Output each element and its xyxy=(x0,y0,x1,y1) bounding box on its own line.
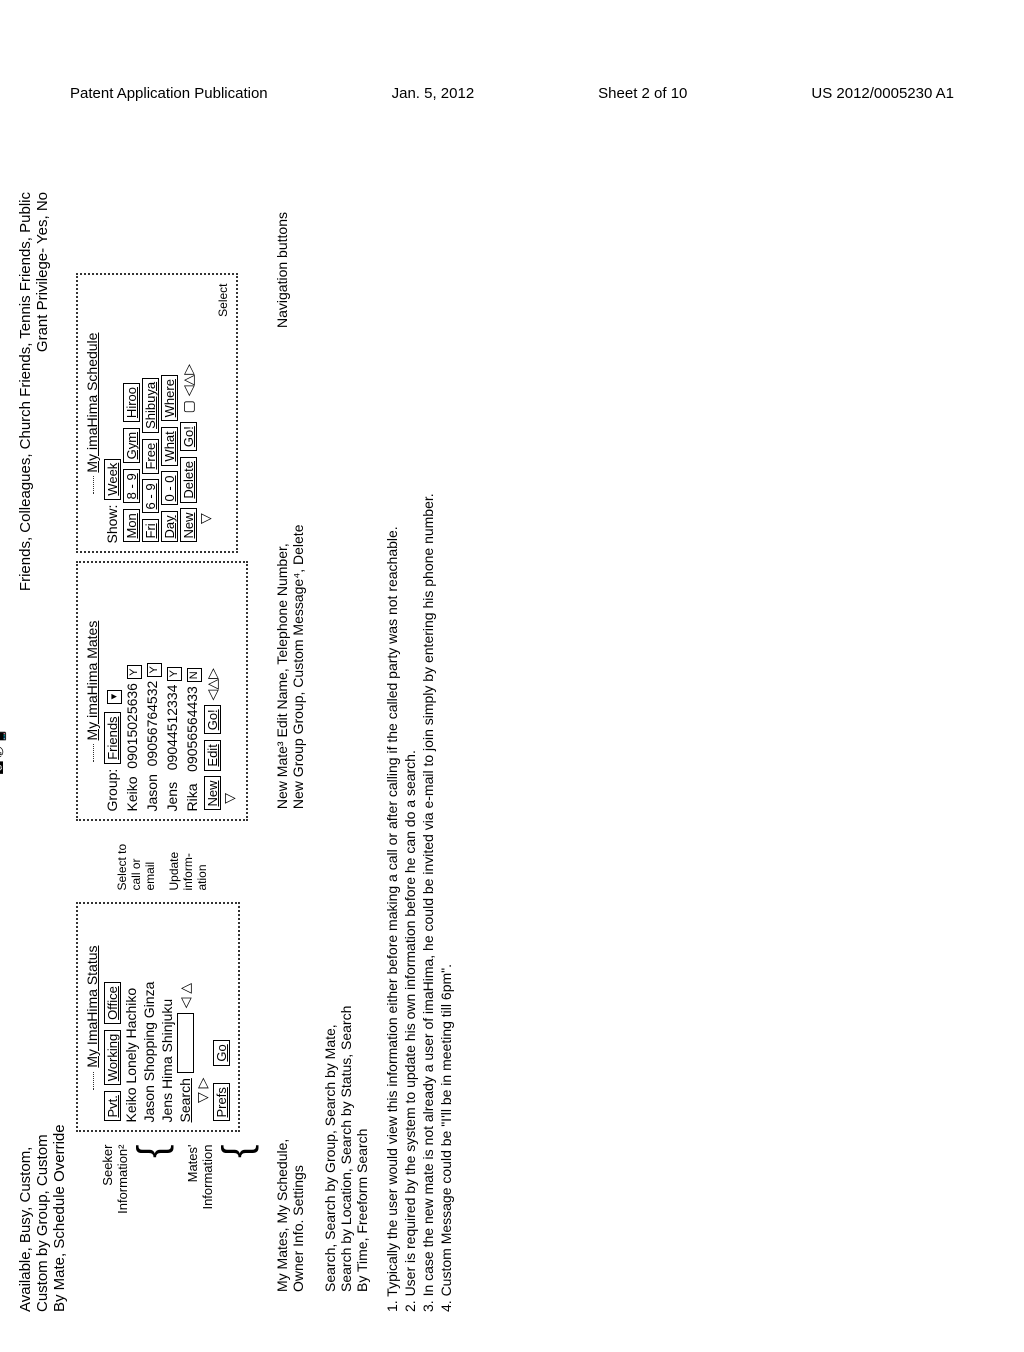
update-note: Update inform-ation xyxy=(167,834,209,891)
header-date: Jan. 5, 2012 xyxy=(392,85,475,102)
p2-n1: Jason xyxy=(144,774,160,811)
fn3: 3. In case the new mate is not already a… xyxy=(420,152,436,1312)
p2-n3: Rika xyxy=(184,783,200,811)
office-button[interactable]: Office xyxy=(104,982,121,1024)
mates-label: Mates' Information xyxy=(185,1145,215,1210)
grant-priv: Grant Privilege- Yes, No xyxy=(34,192,51,591)
panel1-title: My ImaHima Status xyxy=(84,945,100,1067)
fn2: 2. User is required by the system to upd… xyxy=(402,152,418,1312)
delete-button[interactable]: Delete xyxy=(180,457,197,503)
fn1: 1. Typically the user would view this in… xyxy=(384,152,400,1312)
select-label: Select xyxy=(216,284,230,544)
newmate-desc: New Mate³ Edit Name, Telephone Number, xyxy=(274,525,290,810)
search-link[interactable]: Search xyxy=(177,1078,193,1122)
search-list1: Search, Search by Group, Search by Mate, xyxy=(322,1006,338,1292)
newgroup-desc: New Group Group, Custom Message⁴, Delete xyxy=(290,525,306,810)
new-button-2[interactable]: New xyxy=(180,508,197,542)
p2-n2: Jens xyxy=(164,782,180,812)
status-options-2: Custom by Group, Custom xyxy=(34,1124,51,1312)
working-button[interactable]: Working xyxy=(104,1030,121,1085)
select-note: Select to call or email xyxy=(115,834,157,891)
p1-r1: Jason Shopping Ginza xyxy=(141,982,157,1123)
phone-icon: ☎✆📱 xyxy=(0,152,7,1352)
prefs-button[interactable]: Prefs xyxy=(213,1083,230,1121)
p2-n0: Keiko xyxy=(124,776,140,811)
status-options-1: Available, Busy, Custom, xyxy=(17,1124,34,1312)
dropdown-icon[interactable]: ▾ xyxy=(107,690,122,704)
select-square[interactable]: ▢ xyxy=(180,400,196,413)
seeker-label: Seeker Information² xyxy=(100,1145,130,1214)
pvt-button[interactable]: Pvt. xyxy=(104,1091,121,1121)
p3-d0[interactable]: Mon xyxy=(123,509,140,542)
go-button-2[interactable]: Go! xyxy=(204,705,221,734)
prefs-list2: Owner Info. Settings xyxy=(290,1006,306,1292)
friends-select[interactable]: Friends xyxy=(104,712,121,763)
panel3-title: My imaHima Schedule xyxy=(84,333,100,473)
go-button-3[interactable]: Go! xyxy=(180,422,197,451)
go-button-1[interactable]: Go xyxy=(213,1040,230,1065)
header-docnum: US 2012/0005230 A1 xyxy=(811,85,954,102)
prefs-list1: My Mates, My Schedule, xyxy=(274,1006,290,1292)
p1-r0: Keiko Lonely Hachiko xyxy=(123,988,139,1123)
nav-buttons-label: Navigation buttons xyxy=(274,212,370,328)
group-label: Group: xyxy=(104,769,120,812)
group-options: Friends, Colleagues, Church Friends, Ten… xyxy=(17,192,34,591)
show-label: Show: xyxy=(104,505,120,544)
status-options-3: By Mate, Schedule Override xyxy=(51,1124,68,1312)
p1-r2: Jens Hima Shinjuku xyxy=(159,999,175,1123)
new-button-1[interactable]: New xyxy=(204,776,221,810)
search-list3: By Time, Freeform Search xyxy=(354,1006,370,1292)
header-left: Patent Application Publication xyxy=(70,85,268,102)
edit-button[interactable]: Edit xyxy=(204,740,221,770)
search-list2: Search by Location, Search by Status, Se… xyxy=(338,1006,354,1292)
p3-d2[interactable]: Day xyxy=(161,511,178,542)
header-sheet: Sheet 2 of 10 xyxy=(598,85,687,102)
panel2-title: My imaHima Mates xyxy=(84,621,100,741)
week-button[interactable]: Week xyxy=(104,459,121,500)
fn4: 4. Custom Message could be "I'll be in m… xyxy=(438,152,454,1312)
p3-d1[interactable]: Fri xyxy=(142,519,159,542)
